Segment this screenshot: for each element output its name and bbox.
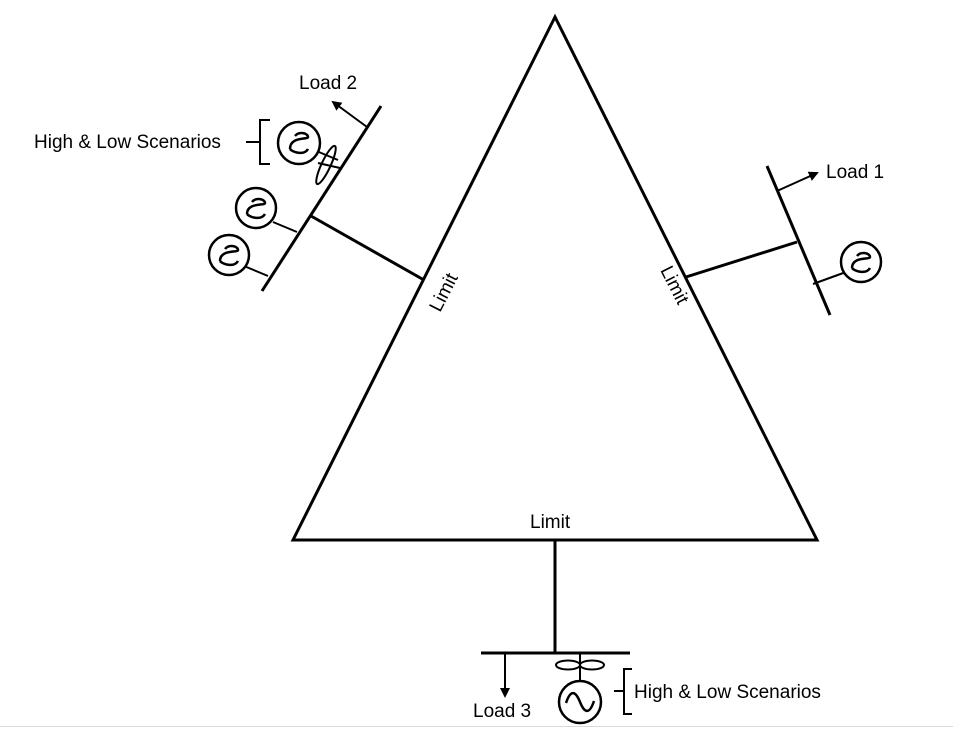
transmission-triangle <box>290 13 820 542</box>
ac-generator-icon <box>276 120 339 166</box>
ac-generator-icon <box>207 233 269 277</box>
ac-generator-icon <box>234 186 298 233</box>
wind-turbine-icon <box>555 653 605 680</box>
limit-bottom-label: Limit <box>530 512 571 533</box>
feeder-left <box>310 214 425 282</box>
bus-left <box>260 105 383 292</box>
load1-label: Load 1 <box>826 162 884 183</box>
limit-right-label: Limit <box>656 263 693 309</box>
limit-left-label: Limit <box>426 269 463 315</box>
bus-right <box>765 165 832 316</box>
ac-generator-icon <box>812 240 883 285</box>
scenario-bracket-left <box>246 119 270 165</box>
scenarios-left-label: High & Low Scenarios <box>34 132 221 153</box>
ac-generator-icon <box>557 679 603 725</box>
load2-label: Load 2 <box>299 73 357 94</box>
bottom-divider <box>0 726 953 727</box>
scenario-bracket-bottom <box>614 668 632 715</box>
feeder-right <box>685 240 798 279</box>
load3-label: Load 3 <box>473 701 531 722</box>
wind-turbine-icon <box>315 144 341 186</box>
scenarios-bottom-label: High & Low Scenarios <box>634 682 821 703</box>
load2-arrow <box>331 100 368 128</box>
load1-arrow <box>776 171 819 192</box>
